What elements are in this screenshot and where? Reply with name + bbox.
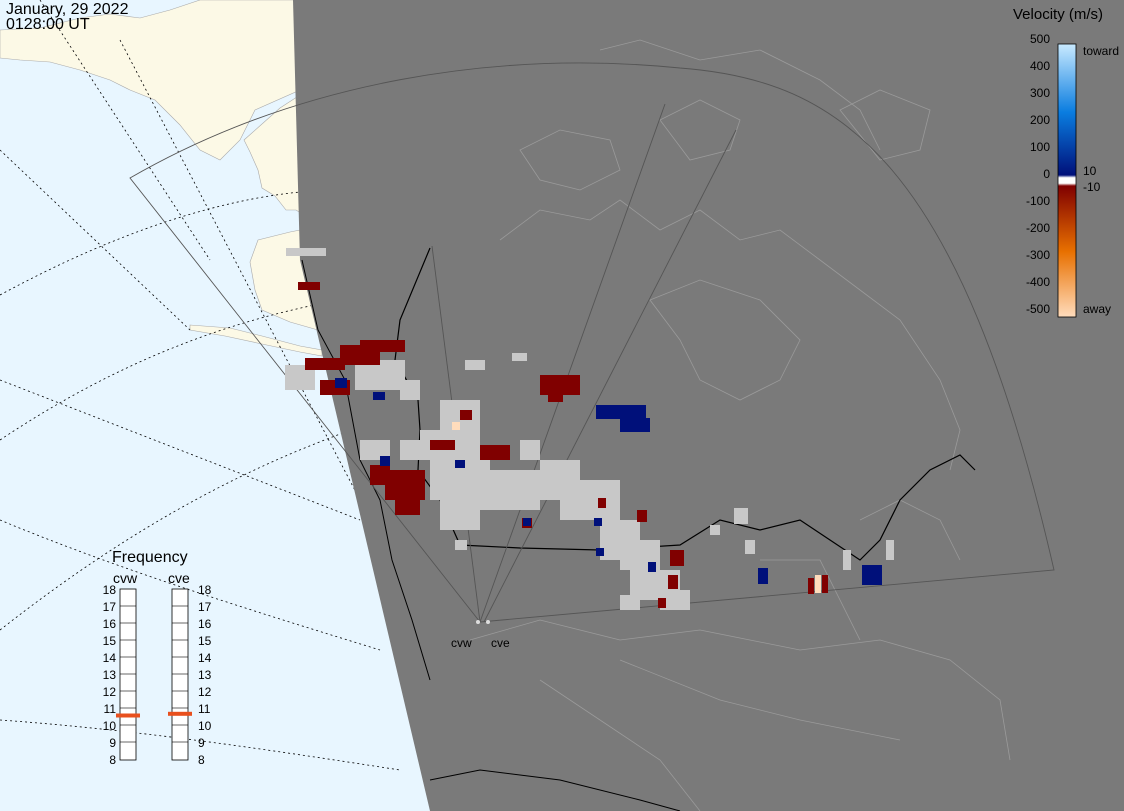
night-coastlines xyxy=(469,39,1011,811)
velocity-away-far xyxy=(452,422,821,593)
legend-toward-label: toward xyxy=(1083,44,1120,58)
freq-scale-right: 10 xyxy=(198,719,212,733)
site-label-cvw: cvw xyxy=(451,636,472,650)
freq-scale-left: 8 xyxy=(109,753,116,767)
frequency-title: Frequency xyxy=(112,549,188,566)
freq-scale-right: 9 xyxy=(198,736,205,750)
velocity-color-bar xyxy=(1057,43,1077,318)
freq-scale-right: 13 xyxy=(198,668,212,682)
aleutian-land xyxy=(189,324,323,357)
radar-site-cvw xyxy=(476,620,480,624)
legend-pos-threshold: 10 xyxy=(1083,164,1097,178)
southern-border xyxy=(429,769,681,811)
legend-tick: 200 xyxy=(1029,113,1050,127)
legend-neg-threshold: -10 xyxy=(1083,180,1101,194)
legend-tick: 100 xyxy=(1029,140,1050,154)
ground-scatter xyxy=(285,248,894,610)
field-of-view xyxy=(129,62,1055,623)
legend-tick: 0 xyxy=(1043,167,1050,181)
freq-scale-left: 15 xyxy=(102,634,116,648)
frequency-boxes xyxy=(119,588,189,761)
freq-scale-right: 8 xyxy=(198,753,205,767)
freq-scale-right: 11 xyxy=(198,702,211,716)
time-label: 0128:00 UT xyxy=(6,16,90,33)
legend-tick: -500 xyxy=(1025,302,1050,316)
legend-tick: 500 xyxy=(1029,32,1050,46)
freq-scale-left: 16 xyxy=(102,617,116,631)
site-label-cve: cve xyxy=(491,636,510,650)
siberia-land xyxy=(0,0,301,161)
freq-scale-right: 15 xyxy=(198,634,212,648)
frequency-marker-cvw xyxy=(116,713,140,718)
freq-scale-left: 10 xyxy=(102,719,116,733)
date-label: January, 29 2022 xyxy=(6,1,129,18)
freq-scale-right: 18 xyxy=(198,583,212,597)
radar-label-cvw: cvw xyxy=(113,570,138,586)
legend-tick: -400 xyxy=(1025,275,1050,289)
legend-title: Velocity (m/s) xyxy=(1013,6,1104,23)
legend-tick: -200 xyxy=(1025,221,1050,235)
freq-scale-left: 11 xyxy=(103,702,116,716)
legend-tick: 400 xyxy=(1029,59,1050,73)
canada-us-border xyxy=(394,247,976,561)
freq-scale-left: 13 xyxy=(102,668,116,682)
freq-scale-left: 9 xyxy=(109,736,116,750)
radar-label-cve: cve xyxy=(168,570,190,586)
legend-tick: -100 xyxy=(1025,194,1050,208)
frequency-marker-cve xyxy=(168,711,192,716)
freq-scale-right: 17 xyxy=(198,600,212,614)
velocity-toward xyxy=(335,378,882,585)
freq-scale-left: 18 xyxy=(102,583,116,597)
legend-tick: 300 xyxy=(1029,86,1050,100)
freq-scale-right: 12 xyxy=(198,685,212,699)
freq-scale-left: 17 xyxy=(102,600,116,614)
freq-scale-right: 14 xyxy=(198,651,212,665)
legend-away-label: away xyxy=(1083,302,1112,316)
frequency-box-dividers xyxy=(120,605,188,743)
radar-site-cve xyxy=(486,620,490,624)
freq-scale-right: 16 xyxy=(198,617,212,631)
velocity-away xyxy=(298,282,828,608)
legend-tick: -300 xyxy=(1025,248,1050,262)
lat-lon-grid xyxy=(0,0,401,771)
freq-scale-left: 12 xyxy=(102,685,116,699)
night-region xyxy=(293,0,1124,811)
freq-scale-left: 14 xyxy=(102,651,116,665)
